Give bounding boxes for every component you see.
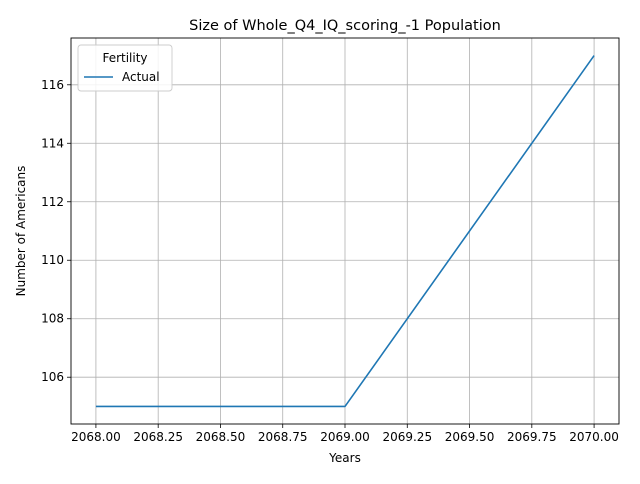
x-tick-label: 2068.25 bbox=[133, 430, 183, 444]
x-tick-label: 2069.00 bbox=[320, 430, 370, 444]
y-axis-label: Number of Americans bbox=[14, 166, 28, 297]
y-tick-label: 116 bbox=[41, 78, 64, 92]
x-tick-label: 2069.75 bbox=[507, 430, 557, 444]
x-tick-label: 2069.50 bbox=[445, 430, 495, 444]
series-line-actual bbox=[95, 55, 595, 408]
x-axis-label: Years bbox=[328, 451, 361, 465]
y-tick-label: 114 bbox=[41, 136, 64, 150]
x-axis-ticks: 2068.00 2068.25 2068.50 2068.75 2069.00 2069.… bbox=[71, 424, 619, 444]
legend-box bbox=[77, 44, 173, 92]
chart-title: Size of Whole_Q4_IQ_scoring_-1 Populatio… bbox=[189, 18, 501, 34]
legend-title: Fertility bbox=[102, 51, 147, 65]
x-tick-label: 2068.75 bbox=[258, 430, 308, 444]
x-tick-label: 2070.00 bbox=[569, 430, 619, 444]
y-tick-label: 106 bbox=[41, 370, 64, 384]
x-tick-label: 2069.25 bbox=[382, 430, 432, 444]
y-tick-label: 112 bbox=[41, 195, 64, 209]
legend: Fertility Actual bbox=[77, 44, 173, 92]
x-tick-label: 2068.00 bbox=[71, 430, 121, 444]
x-tick-label: 2068.50 bbox=[196, 430, 246, 444]
y-tick-label: 108 bbox=[41, 312, 64, 326]
grid-lines bbox=[71, 38, 619, 424]
series-layer bbox=[95, 55, 595, 408]
legend-label-actual: Actual bbox=[122, 70, 160, 84]
y-tick-label: 110 bbox=[41, 253, 64, 267]
y-axis-ticks: 106 108 110 112 114 116 bbox=[41, 78, 71, 384]
